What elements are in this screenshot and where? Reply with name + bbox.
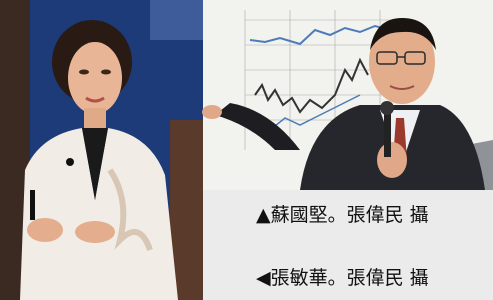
caption-bottom: ◀張敏華。張偉民 攝 — [256, 267, 429, 289]
photo-left — [0, 0, 203, 300]
photo-right — [202, 0, 493, 190]
news-clipping: ▲蘇國堅。張偉民 攝 ◀張敏華。張偉民 攝 — [0, 0, 493, 300]
caption-top: ▲蘇國堅。張偉民 攝 — [256, 204, 429, 226]
page: {"captions": {"top": "▲蘇國堅。張偉民 攝", "bott… — [0, 0, 493, 300]
